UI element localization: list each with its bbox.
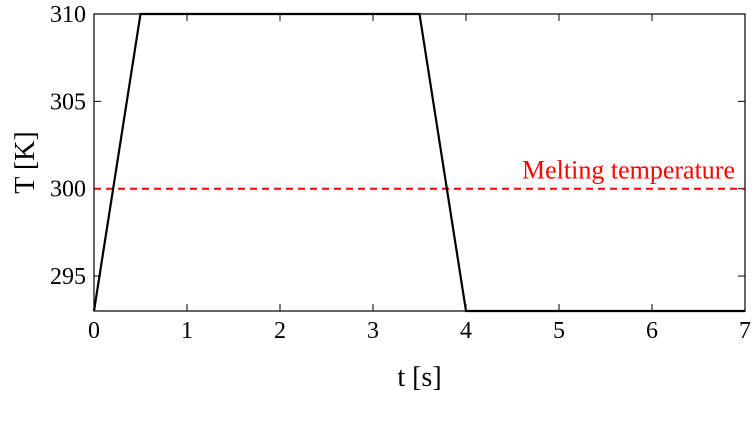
y-tick-label: 300: [50, 177, 86, 203]
x-tick-label: 2: [274, 318, 286, 344]
y-tick-label: 305: [50, 89, 86, 115]
x-tick-label: 3: [367, 318, 379, 344]
x-tick-label: 6: [646, 318, 658, 344]
y-axis-label: T [K]: [10, 131, 41, 193]
melting-temperature-label: Melting temperature: [522, 156, 735, 185]
x-tick-label: 7: [739, 318, 751, 344]
x-tick-label: 4: [460, 318, 472, 344]
x-axis-ticks: 0 1 2 3 4 5 6 7: [88, 14, 751, 344]
x-axis-label: t [s]: [397, 362, 441, 393]
y-tick-label: 310: [50, 2, 86, 28]
y-tick-label: 295: [50, 264, 86, 290]
plot-area-frame: [93, 13, 746, 312]
x-tick-label: 5: [553, 318, 565, 344]
x-tick-label: 0: [88, 318, 100, 344]
x-tick-label: 1: [181, 318, 193, 344]
y-axis-ticks: 295 300 305 310: [50, 2, 745, 290]
